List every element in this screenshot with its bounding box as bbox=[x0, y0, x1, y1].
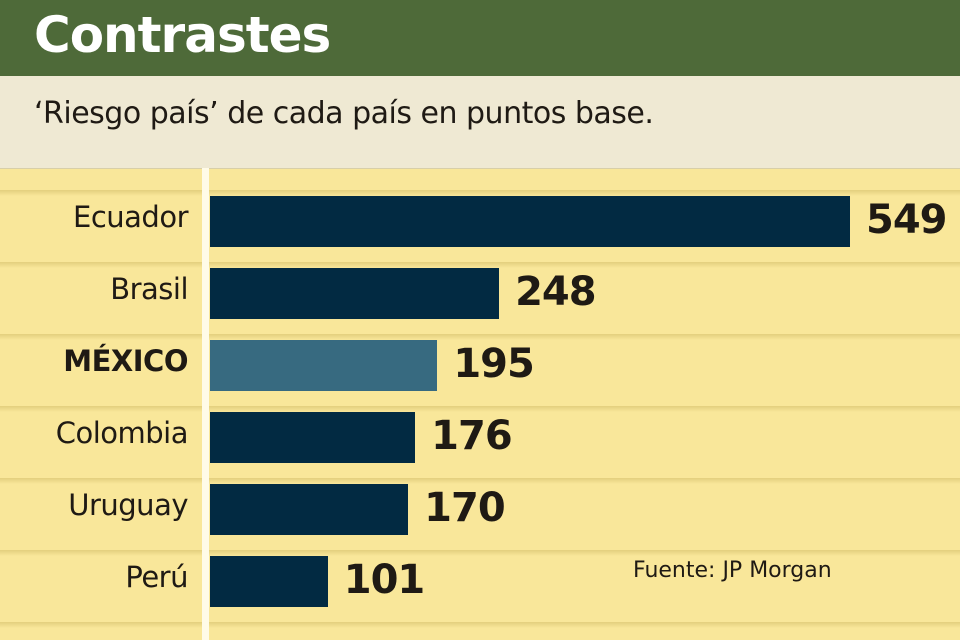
category-label: Ecuador bbox=[73, 200, 189, 234]
subtitle-band: ‘Riesgo país’ de cada país en puntos bas… bbox=[0, 76, 960, 169]
header-band: Contrastes bbox=[0, 0, 960, 76]
axis-line bbox=[202, 168, 209, 640]
bar bbox=[210, 340, 438, 391]
value-label: 170 bbox=[424, 485, 505, 531]
category-label: MÉXICO bbox=[63, 344, 188, 378]
value-label: 101 bbox=[343, 557, 425, 603]
category-label: Colombia bbox=[55, 416, 189, 450]
chart-subtitle: ‘Riesgo país’ de cada país en puntos bas… bbox=[34, 96, 654, 131]
chart-title: Contrastes bbox=[34, 6, 331, 64]
row-divider bbox=[0, 334, 960, 340]
row-divider bbox=[0, 406, 960, 412]
row-divider bbox=[0, 262, 960, 268]
category-label: Uruguay bbox=[68, 488, 188, 522]
source-note: Fuente: JP Morgan bbox=[633, 558, 832, 583]
value-label: 549 bbox=[866, 197, 947, 243]
bar bbox=[210, 268, 500, 319]
bar bbox=[210, 412, 416, 463]
row-divider bbox=[0, 190, 960, 196]
category-label: Brasil bbox=[110, 272, 188, 306]
bar bbox=[210, 556, 328, 607]
value-label: 195 bbox=[453, 341, 534, 387]
bar bbox=[210, 484, 409, 535]
value-label: 176 bbox=[431, 413, 512, 459]
row-divider bbox=[0, 550, 960, 556]
bar-chart: Fuente: JP Morgan Ecuador 549 Brasil 248 MÉX… bbox=[0, 168, 960, 640]
bar bbox=[210, 196, 850, 247]
value-label: 248 bbox=[515, 269, 596, 315]
category-label: Perú bbox=[125, 560, 188, 594]
row-divider bbox=[0, 478, 960, 484]
row-divider bbox=[0, 622, 960, 628]
